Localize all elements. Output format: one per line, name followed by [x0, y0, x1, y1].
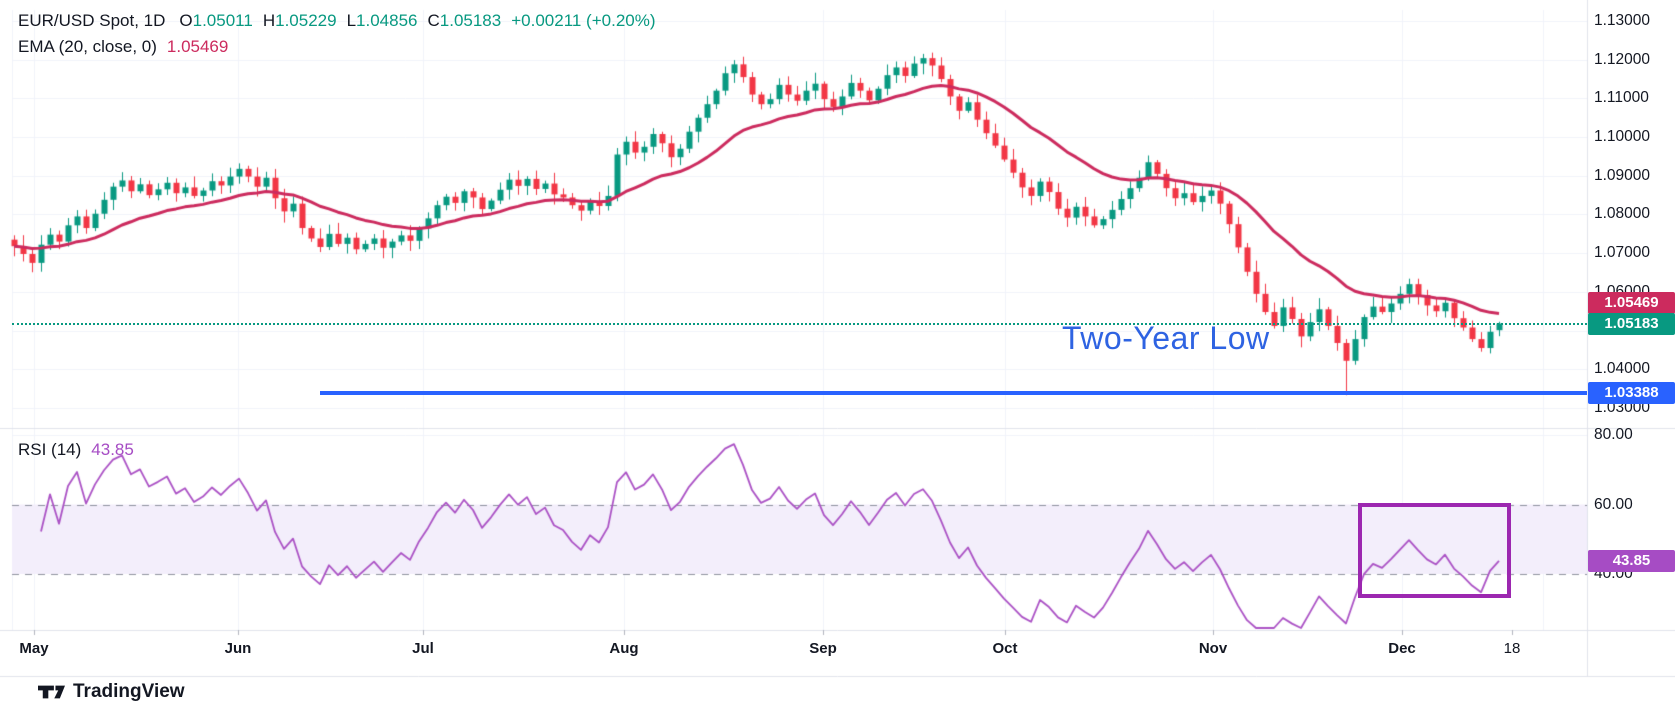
- ohlc-low-label: L: [346, 11, 357, 30]
- rsi-tick-label: 80.00: [1594, 426, 1633, 443]
- price-legend[interactable]: EUR/USD Spot, 1D O1.05011 H1.05229 L1.04…: [18, 11, 656, 31]
- time-axis-label: Nov: [1198, 640, 1228, 657]
- ohlc-high-value: 1.05229: [275, 11, 337, 30]
- rsi-legend[interactable]: RSI (14) 43.85: [18, 440, 134, 460]
- tradingview-watermark[interactable]: TradingView: [38, 681, 185, 703]
- tradingview-logo-text: TradingView: [73, 681, 185, 702]
- ohlc-close-label: C: [427, 11, 440, 30]
- current-price-line: [12, 323, 1587, 325]
- ohlc-open-value: 1.05011: [192, 11, 253, 30]
- ohlc-low-value: 1.04856: [356, 11, 418, 30]
- support-line-annotation[interactable]: [320, 391, 1587, 395]
- rsi-highlight-rectangle[interactable]: [1358, 503, 1511, 598]
- ohlc-open: O1.05011: [179, 11, 252, 31]
- ohlc-open-label: O: [179, 11, 193, 30]
- price-tick-label: 1.04000: [1594, 360, 1651, 377]
- time-axis-label: May: [19, 640, 49, 657]
- time-axis-label: Jul: [412, 640, 434, 657]
- time-axis-label: 18: [1503, 640, 1521, 657]
- last-price-badge: 1.05183: [1588, 313, 1675, 335]
- rsi-value-badge: 43.85: [1588, 550, 1675, 572]
- time-axis-label: Dec: [1388, 640, 1416, 657]
- price-tick-label: 1.09000: [1594, 167, 1651, 184]
- ema-indicator-label: EMA (20, close, 0): [18, 37, 157, 56]
- tradingview-logo-icon: [38, 685, 65, 699]
- price-tick-label: 1.08000: [1594, 205, 1651, 222]
- rsi-tick-label: 60.00: [1594, 496, 1633, 513]
- change-value: +0.00211 (+0.20%): [511, 11, 656, 30]
- ohlc-low: L1.04856: [347, 11, 418, 31]
- time-axis-label: Jun: [224, 640, 252, 657]
- rsi-indicator-label: RSI (14): [18, 440, 82, 459]
- ohlc-close: C1.05183: [427, 11, 501, 31]
- time-axis-label: Sep: [809, 640, 837, 657]
- ohlc-high: H1.05229: [263, 11, 337, 31]
- time-axis-label: Oct: [992, 640, 1018, 657]
- price-tick-label: 1.12000: [1594, 51, 1651, 68]
- price-tick-label: 1.11000: [1594, 89, 1649, 106]
- ema-legend[interactable]: EMA (20, close, 0) 1.05469: [18, 37, 228, 57]
- ema-price-badge: 1.05469: [1588, 292, 1675, 314]
- ohlc-close-value: 1.05183: [439, 11, 502, 30]
- price-tick-label: 1.10000: [1594, 128, 1651, 145]
- rsi-indicator-value: 43.85: [91, 440, 134, 459]
- time-axis-label: Aug: [609, 640, 639, 657]
- symbol-title: EUR/USD Spot, 1D: [18, 11, 166, 30]
- price-tick-label: 1.13000: [1594, 12, 1651, 29]
- support-price-badge: 1.03388: [1588, 382, 1675, 404]
- two-year-low-label[interactable]: Two-Year Low: [1062, 320, 1270, 356]
- ema-indicator-value: 1.05469: [166, 37, 229, 56]
- ohlc-high-label: H: [262, 11, 276, 30]
- price-tick-label: 1.07000: [1594, 244, 1651, 261]
